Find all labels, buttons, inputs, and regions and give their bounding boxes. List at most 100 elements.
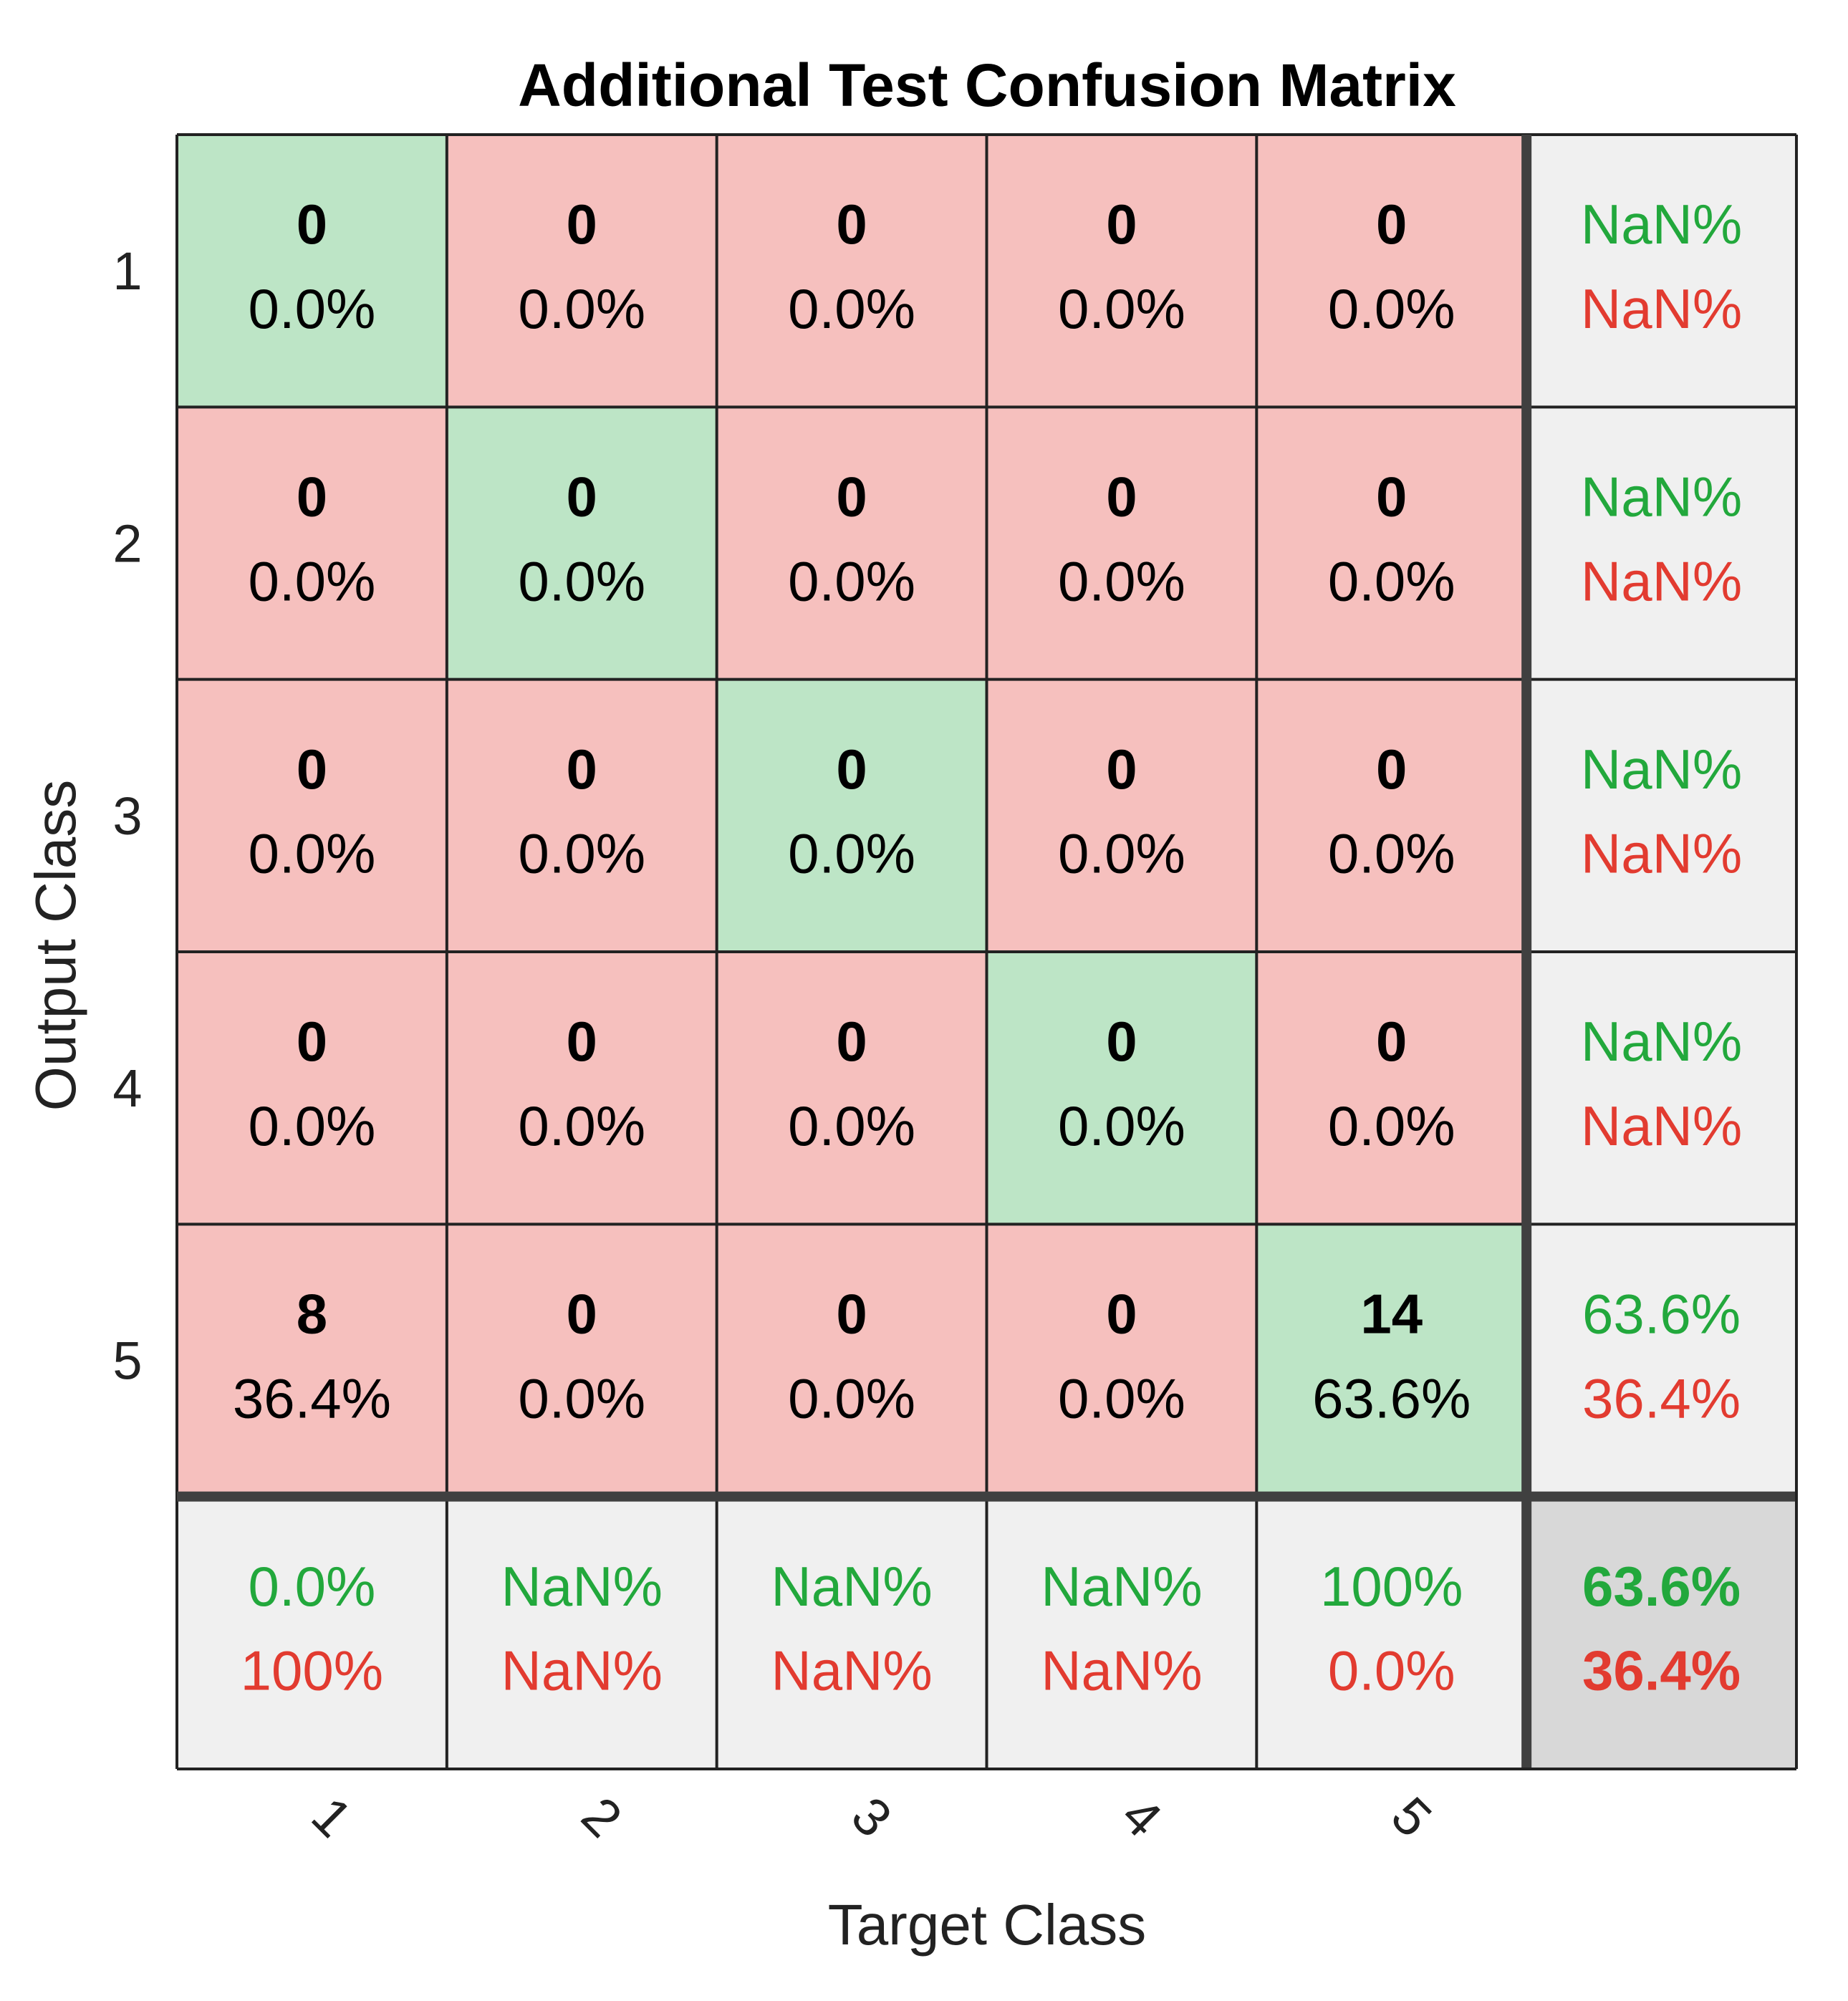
matrix-cell: 0 0.0%	[1256, 952, 1527, 1225]
matrix-cell-bottom-text: 0.0%	[1328, 549, 1455, 612]
matrix-cell-background	[446, 407, 717, 680]
matrix-cell-bottom-text: 0.0%	[518, 549, 645, 612]
matrix-cell-background	[716, 135, 987, 408]
column-summary-cell: NaN% NaN%	[446, 1496, 717, 1769]
column-summary-cell-top-text: NaN%	[771, 1555, 932, 1618]
row-summary-cell: NaN% NaN%	[1526, 135, 1796, 408]
matrix-cell-background	[177, 407, 447, 680]
matrix-cell-background	[1256, 407, 1527, 680]
column-summary-cell-background	[1256, 1496, 1527, 1769]
row-summary-cell-bottom-text: NaN%	[1581, 277, 1742, 340]
matrix-cell-bottom-text: 63.6%	[1312, 1366, 1471, 1429]
matrix-cell: 0 0.0%	[716, 135, 987, 408]
overall-accuracy-cell: 63.6% 36.4%	[1526, 1496, 1796, 1769]
matrix-cell-bottom-text: 0.0%	[518, 1094, 645, 1157]
matrix-cell-background	[716, 1224, 987, 1497]
matrix-cell-background	[1256, 679, 1527, 952]
matrix-cell-top-text: 0	[297, 1010, 327, 1073]
matrix-cell: 0 0.0%	[446, 135, 717, 408]
matrix-cell-background	[986, 952, 1257, 1225]
matrix-cell: 0 0.0%	[716, 1224, 987, 1497]
column-summary-cell-bottom-text: 0.0%	[1328, 1639, 1455, 1702]
matrix-cell-bottom-text: 0.0%	[1058, 1094, 1185, 1157]
x-tick-label: 2	[570, 1785, 633, 1848]
matrix-cell: 0 0.0%	[986, 1224, 1257, 1497]
overall-accuracy-cell-top-text: 63.6%	[1582, 1555, 1741, 1618]
column-summary-cell-bottom-text: NaN%	[1041, 1639, 1202, 1702]
matrix-cell-top-text: 0	[1376, 1010, 1407, 1073]
row-summary-cell-top-text: NaN%	[1581, 1010, 1742, 1073]
y-tick-label: 5	[112, 1331, 142, 1391]
matrix-cell-bottom-text: 0.0%	[249, 1094, 376, 1157]
matrix-cell-bottom-text: 0.0%	[1058, 1366, 1185, 1429]
matrix-cell-bottom-text: 36.4%	[233, 1366, 391, 1429]
row-summary-cell-top-text: NaN%	[1581, 738, 1742, 801]
row-summary-cell-top-text: NaN%	[1581, 465, 1742, 528]
matrix-cell: 0 0.0%	[986, 952, 1257, 1225]
matrix-cell-top-text: 0	[567, 465, 597, 528]
matrix-cell-top-text: 0	[836, 1282, 867, 1345]
matrix-cell: 0 0.0%	[177, 679, 447, 952]
matrix-cell-background	[446, 1224, 717, 1497]
x-tick-label: 5	[1380, 1785, 1443, 1848]
chart-title: Additional Test Confusion Matrix	[518, 52, 1456, 119]
matrix-cell-bottom-text: 0.0%	[518, 1366, 645, 1429]
matrix-cell-bottom-text: 0.0%	[249, 822, 376, 885]
column-summary-cell-background	[177, 1496, 447, 1769]
matrix-cell: 14 63.6%	[1256, 1224, 1527, 1497]
matrix-cell-bottom-text: 0.0%	[788, 1366, 915, 1429]
y-tick-label: 4	[112, 1059, 142, 1118]
matrix-cell-top-text: 0	[1106, 738, 1137, 801]
y-axis-label: Output Class	[24, 780, 87, 1111]
matrix-cell-top-text: 0	[836, 1010, 867, 1073]
matrix-cell-top-text: 0	[1106, 193, 1137, 256]
column-summary-cell-background	[986, 1496, 1257, 1769]
matrix-cell-background	[986, 407, 1257, 680]
matrix-cell-background	[177, 135, 447, 408]
matrix-cell-top-text: 0	[297, 193, 327, 256]
y-tick-label: 1	[112, 241, 142, 301]
x-tick-label: 4	[1110, 1785, 1173, 1848]
matrix-cell-bottom-text: 0.0%	[788, 549, 915, 612]
matrix-cell: 0 0.0%	[986, 135, 1257, 408]
column-summary-cell-bottom-text: 100%	[241, 1639, 384, 1702]
matrix-cell: 0 0.0%	[1256, 135, 1527, 408]
row-summary-cell: NaN% NaN%	[1526, 952, 1796, 1225]
column-summary-cell-background	[446, 1496, 717, 1769]
matrix-cell-background	[986, 679, 1257, 952]
matrix-cell-top-text: 14	[1360, 1282, 1423, 1345]
column-summary-cell: NaN% NaN%	[716, 1496, 987, 1769]
matrix-cell-background	[1256, 952, 1527, 1225]
matrix-cell: 0 0.0%	[986, 407, 1257, 680]
x-axis-label: Target Class	[828, 1893, 1147, 1957]
matrix-cell-top-text: 0	[836, 738, 867, 801]
matrix-cell-bottom-text: 0.0%	[1058, 277, 1185, 340]
matrix-cell-bottom-text: 0.0%	[249, 277, 376, 340]
matrix-cell-background	[177, 679, 447, 952]
matrix-cell-top-text: 0	[567, 1282, 597, 1345]
matrix-cell: 8 36.4%	[177, 1224, 447, 1497]
row-summary-cell-bottom-text: NaN%	[1581, 822, 1742, 885]
row-summary-cell-background	[1526, 1224, 1796, 1497]
matrix-cell-bottom-text: 0.0%	[788, 277, 915, 340]
matrix-cell-top-text: 0	[297, 465, 327, 528]
matrix-cell-background	[446, 135, 717, 408]
row-summary-cell: NaN% NaN%	[1526, 407, 1796, 680]
overall-accuracy-cell-bottom-text: 36.4%	[1582, 1639, 1741, 1702]
matrix-cell-bottom-text: 0.0%	[1328, 277, 1455, 340]
matrix-cell-top-text: 0	[1106, 1010, 1137, 1073]
matrix-cell: 0 0.0%	[716, 679, 987, 952]
matrix-cell: 0 0.0%	[177, 407, 447, 680]
matrix-cell: 0 0.0%	[1256, 679, 1527, 952]
matrix-cell-background	[177, 952, 447, 1225]
column-summary-cell: NaN% NaN%	[986, 1496, 1257, 1769]
matrix-cell-background	[1256, 135, 1527, 408]
row-summary-cell-background	[1526, 135, 1796, 408]
column-summary-cell-background	[716, 1496, 987, 1769]
matrix-cell-top-text: 0	[836, 193, 867, 256]
matrix-cell-top-text: 0	[297, 738, 327, 801]
matrix-cell-top-text: 0	[836, 465, 867, 528]
matrix-cell-bottom-text: 0.0%	[1328, 822, 1455, 885]
row-summary-cell-background	[1526, 407, 1796, 680]
